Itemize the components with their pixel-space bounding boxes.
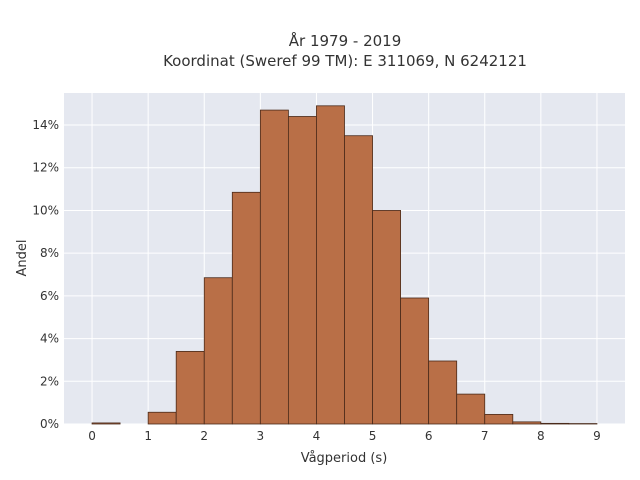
x-tick-label: 8 (537, 429, 545, 443)
y-tick-labels: 0% 2% 4% 6% 8% 10% 12% 14% (32, 118, 59, 431)
y-tick-label: 0% (40, 417, 59, 431)
chart-subtitle: Koordinat (Sweref 99 TM): E 311069, N 62… (163, 52, 527, 70)
y-tick-label: 14% (32, 118, 59, 132)
x-tick-label: 9 (593, 429, 601, 443)
y-tick-label: 10% (32, 203, 59, 217)
histogram-bar (512, 421, 542, 425)
histogram-bar (175, 350, 205, 425)
bars (91, 105, 598, 425)
histogram-bar (147, 411, 177, 425)
histogram-bar (231, 191, 261, 425)
histogram-bar (484, 413, 514, 425)
histogram-bar (259, 109, 289, 425)
y-tick-label: 8% (40, 246, 59, 260)
histogram-bar (456, 393, 486, 425)
x-tick-label: 4 (313, 429, 321, 443)
histogram-bar (540, 422, 570, 425)
histogram-bar (428, 360, 458, 425)
histogram-bar (344, 135, 373, 425)
y-tick-label: 2% (40, 374, 59, 388)
x-tick-labels: 0 1 2 3 4 5 6 7 8 9 (88, 429, 601, 443)
x-tick-label: 5 (369, 429, 377, 443)
x-tick-label: 3 (257, 429, 265, 443)
x-tick-label: 1 (144, 429, 152, 443)
x-tick-label: 7 (481, 429, 489, 443)
x-tick-label: 0 (88, 429, 96, 443)
y-tick-label: 4% (40, 332, 59, 346)
x-axis-label: Vågperiod (s) (301, 451, 388, 466)
y-tick-label: 12% (32, 161, 59, 175)
histogram-bar (372, 210, 401, 425)
y-axis-label: Andel (15, 240, 30, 277)
x-tick-label: 2 (200, 429, 208, 443)
histogram-bar (400, 297, 430, 425)
histogram-bar (203, 277, 233, 425)
histogram-bar (316, 105, 345, 425)
histogram-bar (91, 422, 121, 425)
chart-title: År 1979 - 2019 (289, 31, 402, 50)
y-tick-label: 6% (40, 289, 59, 303)
x-tick-label: 6 (425, 429, 433, 443)
histogram-bar (287, 116, 317, 425)
